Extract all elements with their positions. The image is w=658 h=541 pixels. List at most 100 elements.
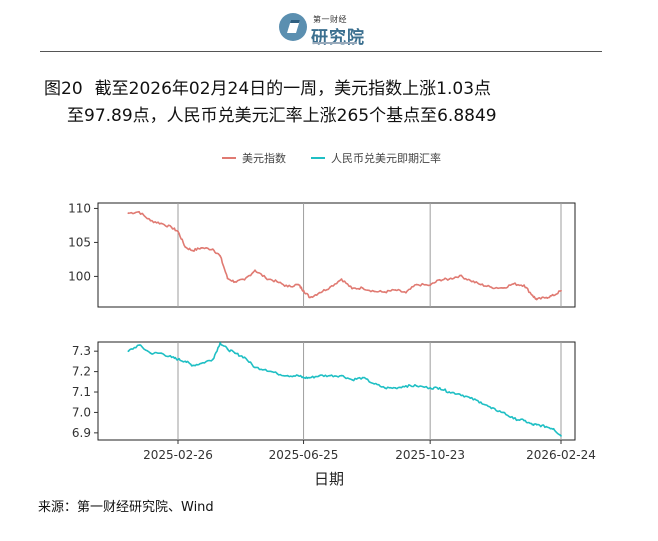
data-point-usd-16 xyxy=(276,280,279,283)
data-point-cny-30 xyxy=(415,385,418,387)
data-point-cny-13 xyxy=(243,356,246,359)
data-point-cny-8 xyxy=(200,362,203,365)
title-line-1: 截至2026年02月24日的一周，美元指数上涨1.03点 xyxy=(94,79,492,99)
data-point-usd-36 xyxy=(479,283,482,286)
logo-icon xyxy=(279,13,307,41)
data-point-usd-31 xyxy=(429,284,432,287)
data-point-usd-4 xyxy=(170,226,173,229)
data-point-usd-7 xyxy=(191,249,194,252)
y-tick-label-cny-1: 7.0 xyxy=(72,405,91,419)
data-point-cny-3 xyxy=(160,352,163,355)
source-note: 来源：第一财经研究院、Wind xyxy=(38,500,214,515)
data-point-usd-29 xyxy=(405,291,407,294)
series-line-cny xyxy=(127,342,562,437)
data-point-usd-12 xyxy=(234,280,236,283)
data-point-usd-11 xyxy=(226,277,229,280)
data-point-cny-4 xyxy=(170,356,173,359)
panel-frame-usd xyxy=(97,202,576,308)
data-point-cny-34 xyxy=(458,393,461,395)
data-point-cny-21 xyxy=(318,374,321,377)
legend-swatch-usd xyxy=(222,157,236,159)
y-tick-label-usd-1: 105 xyxy=(68,235,91,249)
data-point-cny-28 xyxy=(394,387,397,389)
data-point-usd-37 xyxy=(490,286,493,289)
data-point-cny-32 xyxy=(438,387,441,389)
data-point-cny-33 xyxy=(448,391,451,393)
legend-label-usd: 美元指数 xyxy=(242,152,286,165)
data-point-usd-25 xyxy=(361,287,364,289)
data-point-cny-24 xyxy=(351,378,353,381)
logo-underline xyxy=(313,42,357,44)
legend-label-cny: 人民币兑美元即期汇率 xyxy=(331,152,441,165)
x-tick-label-1: 2025-06-25 xyxy=(269,448,339,462)
data-point-cny-7 xyxy=(191,364,194,367)
data-point-cny-42 xyxy=(535,423,538,426)
data-point-usd-0 xyxy=(127,212,130,215)
data-point-cny-31 xyxy=(429,387,432,389)
data-point-usd-28 xyxy=(394,289,397,291)
data-point-usd-24 xyxy=(351,287,353,290)
data-point-usd-30 xyxy=(415,283,418,286)
title-line-2: 至97.89点，人民币兑美元汇率上涨265个基点至6.8849 xyxy=(67,106,497,126)
data-point-cny-10 xyxy=(219,342,222,344)
data-point-usd-6 xyxy=(184,246,187,249)
data-point-cny-23 xyxy=(340,374,343,377)
figure-number: 图20 xyxy=(44,79,83,99)
y-tick-label-cny-3: 7.2 xyxy=(72,365,91,379)
y-tick-label-cny-0: 6.9 xyxy=(72,426,91,440)
y-tick-label-cny-2: 7.1 xyxy=(72,385,91,399)
y-tick-label-usd-0: 100 xyxy=(68,269,91,283)
data-point-usd-13 xyxy=(243,278,246,281)
data-point-usd-18 xyxy=(297,283,300,286)
chart-legend: 美元指数 人民币兑美元即期汇率 xyxy=(0,150,658,168)
data-point-usd-26 xyxy=(373,290,376,293)
data-point-usd-17 xyxy=(286,285,289,288)
data-point-cny-15 xyxy=(264,368,267,371)
data-point-cny-18 xyxy=(297,374,300,377)
data-point-usd-22 xyxy=(329,286,331,289)
data-point-cny-16 xyxy=(276,372,279,375)
chart-area: 100 105 110 6.9 7.0 7.1 7.2 7.3 2025-02-26 2025-0… xyxy=(68,201,596,462)
data-point-cny-12 xyxy=(234,352,236,355)
data-point-cny-1 xyxy=(138,344,140,346)
data-point-cny-20 xyxy=(309,376,311,379)
data-point-cny-25 xyxy=(361,376,364,379)
logo-top-text: 第一财经 xyxy=(313,15,347,24)
data-point-usd-39 xyxy=(512,283,515,285)
figure-title: 图20 截至2026年02月24日的一周，美元指数上涨1.03点 至97.89点，… xyxy=(44,76,644,130)
data-point-usd-43 xyxy=(545,296,548,299)
data-point-cny-36 xyxy=(479,401,482,404)
data-point-cny-6 xyxy=(184,360,187,363)
data-point-cny-27 xyxy=(383,387,386,389)
series-line-usd xyxy=(128,211,562,301)
data-point-usd-15 xyxy=(264,276,267,279)
logo-main-text: 研究院 xyxy=(311,28,365,48)
data-point-usd-44 xyxy=(552,294,555,297)
data-point-cny-5 xyxy=(177,358,179,361)
data-point-usd-19 xyxy=(302,289,305,292)
y-tick-label-usd-2: 110 xyxy=(68,201,91,215)
data-point-usd-14 xyxy=(254,269,256,272)
data-point-usd-1 xyxy=(138,210,140,213)
x-tick-label-2: 2025-10-23 xyxy=(395,448,465,462)
data-point-usd-5 xyxy=(177,230,179,233)
data-point-cny-45 xyxy=(560,435,562,437)
data-point-cny-0 xyxy=(127,350,130,353)
x-tick-label-3: 2026-02-24 xyxy=(526,448,596,462)
data-point-cny-14 xyxy=(254,366,256,369)
data-point-usd-45 xyxy=(560,289,562,292)
data-point-cny-40 xyxy=(523,419,525,422)
legend-swatch-cny xyxy=(311,157,325,159)
legend-item-usd: 美元指数 xyxy=(222,150,286,166)
data-point-cny-29 xyxy=(405,385,407,387)
data-point-usd-32 xyxy=(438,278,441,281)
data-point-cny-38 xyxy=(502,411,504,414)
data-point-cny-35 xyxy=(469,397,472,399)
data-point-cny-44 xyxy=(552,427,555,430)
header-divider xyxy=(40,51,602,52)
y-tick-label-cny-4: 7.3 xyxy=(72,344,91,358)
data-point-usd-34 xyxy=(458,274,461,277)
x-axis-title: 日期 xyxy=(313,470,344,488)
data-point-usd-40 xyxy=(523,284,525,287)
data-point-usd-9 xyxy=(211,248,214,251)
